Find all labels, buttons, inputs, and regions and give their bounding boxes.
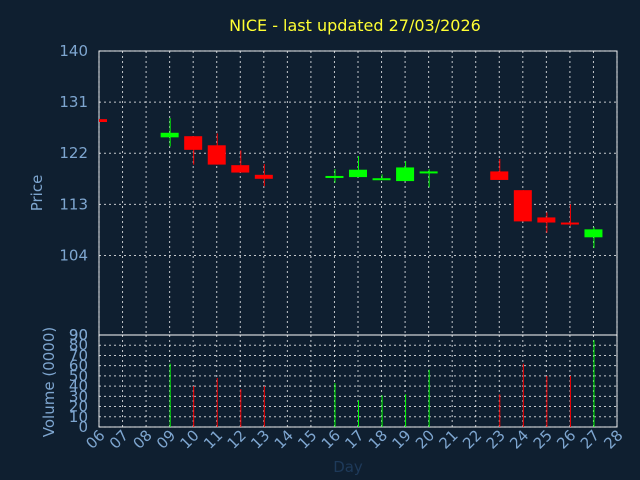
price-candles (99, 118, 603, 249)
volume-y-tick-label: 40 (69, 377, 88, 395)
candle-body (207, 145, 226, 165)
volume-y-tick-label: 10 (69, 408, 88, 426)
x-tick-label: 22 (459, 426, 485, 452)
x-tick-label: 08 (129, 426, 155, 452)
candle-body (231, 165, 250, 173)
price-y-tick-label: 90 (69, 326, 88, 344)
x-tick-label: 07 (106, 426, 132, 452)
volume-y-tick-label: 0 (78, 418, 88, 436)
candle-body (419, 171, 438, 174)
x-tick-label: 20 (412, 426, 438, 452)
x-tick-label: 09 (153, 426, 179, 452)
x-tick-label: 26 (553, 426, 579, 452)
x-tick-label: 19 (388, 426, 414, 452)
candle-body (99, 119, 107, 122)
x-tick-label: 16 (318, 426, 344, 452)
candle-body (584, 229, 603, 238)
candle-body (560, 222, 579, 225)
candle-body (349, 169, 367, 178)
candle-body (325, 175, 344, 178)
x-tick-label: 25 (530, 426, 556, 452)
x-tick-label: 23 (483, 426, 509, 452)
volume-y-tick-label: 90 (69, 326, 88, 344)
candle-body (396, 167, 415, 182)
price-y-tick-label: 113 (59, 195, 88, 213)
volume-axis-label: Volume (0000) (40, 327, 58, 437)
volume-y-tick-label: 30 (69, 387, 88, 405)
candle-body (513, 190, 532, 222)
x-tick-label: 11 (200, 426, 226, 452)
volume-y-tick-label: 20 (69, 398, 88, 416)
volume-bars (169, 340, 595, 427)
price-gridlines (98, 50, 618, 336)
price-y-ticks: 140 131 122 113 104 90 (59, 42, 88, 344)
x-tick-label: 28 (600, 426, 626, 452)
chart-title: NICE - last updated 27/03/2026 (229, 16, 481, 35)
x-axis-label: Day (333, 458, 363, 476)
x-tick-label: 15 (294, 426, 320, 452)
volume-y-tick-label: 50 (69, 367, 88, 385)
price-y-tick-label: 131 (59, 93, 88, 111)
x-tick-label: 14 (271, 426, 297, 452)
x-tick-label: 24 (506, 426, 532, 452)
x-tick-label: 10 (177, 426, 203, 452)
price-y-tick-label: 104 (59, 246, 88, 264)
volume-y-tick-label: 80 (69, 336, 88, 354)
volume-y-tick-label: 60 (69, 357, 88, 375)
x-ticks: 0607080910111213141516171819202122232425… (82, 426, 626, 452)
x-tick-label: 13 (247, 426, 273, 452)
candle-body (537, 217, 556, 223)
candle-body (490, 171, 509, 180)
candle-body (184, 136, 203, 150)
candle-body (372, 178, 391, 181)
x-tick-label: 17 (341, 426, 367, 452)
candle-body (254, 174, 273, 179)
volume-y-tick-label: 70 (69, 346, 88, 364)
x-tick-label: 21 (436, 426, 462, 452)
x-tick-label: 27 (577, 426, 603, 452)
x-tick-label: 18 (365, 426, 391, 452)
candle-body (160, 132, 179, 138)
x-tick-label: 12 (224, 426, 250, 452)
price-axis-label: Price (28, 175, 46, 212)
price-y-tick-label: 122 (59, 144, 88, 162)
price-y-tick-label: 140 (59, 42, 88, 60)
